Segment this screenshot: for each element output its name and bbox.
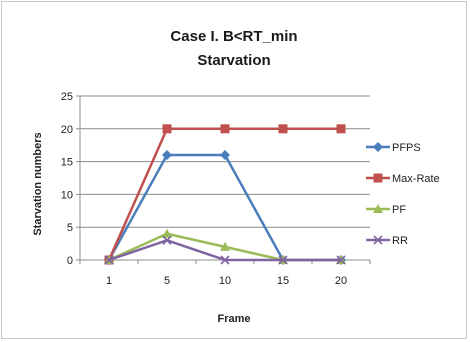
x-tick-label: 10 — [219, 275, 231, 287]
legend-marker-rr — [373, 235, 383, 245]
y-tick-labels: 0 5 10 15 20 25 — [61, 91, 73, 267]
data-point-rr — [336, 255, 346, 265]
legend-label-pfps: PFPS — [392, 142, 421, 154]
y-tick-label: 25 — [61, 91, 73, 103]
legend-label-pf: PF — [392, 204, 406, 216]
data-point-rr — [220, 255, 230, 265]
y-axis-label: Starvation numbers — [32, 132, 44, 235]
data-point-rr — [162, 235, 172, 245]
chart-title-line-2: Starvation — [197, 52, 270, 69]
chart-frame: Case I. B<RT_min Starvation 0 5 10 15 20 25 1… — [1, 1, 467, 339]
legend-entry-pf: PF — [366, 204, 406, 216]
x-tick-label: 20 — [335, 275, 347, 287]
data-point-pf — [162, 228, 172, 238]
x-axis-label: Frame — [217, 313, 250, 325]
chart-title-line-1: Case I. B<RT_min — [170, 28, 297, 45]
series-group — [104, 124, 346, 265]
x-tick-label: 5 — [164, 275, 170, 287]
legend-label-rr: RR — [392, 235, 408, 247]
legend-marker-max-rate — [373, 173, 383, 183]
legend-marker-pf — [373, 204, 383, 213]
y-tick-label: 5 — [67, 222, 73, 234]
y-tick-label: 10 — [61, 189, 73, 201]
legend-entry-pfps: PFPS — [366, 142, 421, 154]
legend-label-max-rate: Max-Rate — [392, 173, 440, 185]
data-point-pf — [220, 241, 230, 251]
y-tick-label: 20 — [61, 124, 73, 136]
data-point-max-rate — [162, 124, 172, 134]
y-tick-label: 0 — [67, 255, 73, 267]
gridlines — [80, 95, 370, 228]
data-point-max-rate — [220, 124, 230, 134]
y-tick-label: 15 — [61, 157, 73, 169]
data-point-max-rate — [278, 124, 288, 134]
x-tick-label: 15 — [277, 275, 289, 287]
data-point-max-rate — [336, 124, 346, 134]
series-rr — [104, 235, 346, 265]
data-point-pfps — [220, 150, 230, 161]
legend-entry-max-rate: Max-Rate — [366, 173, 440, 185]
legend-marker-pfps — [373, 142, 383, 152]
legend: PFPS Max-Rate PF RR — [366, 142, 440, 247]
data-point-pfps — [162, 150, 172, 161]
data-point-rr — [278, 255, 288, 265]
x-tick-labels: 1 5 10 15 20 — [106, 275, 347, 287]
data-point-rr — [104, 255, 114, 265]
x-tick-label: 1 — [106, 275, 112, 287]
legend-entry-rr: RR — [366, 235, 408, 247]
